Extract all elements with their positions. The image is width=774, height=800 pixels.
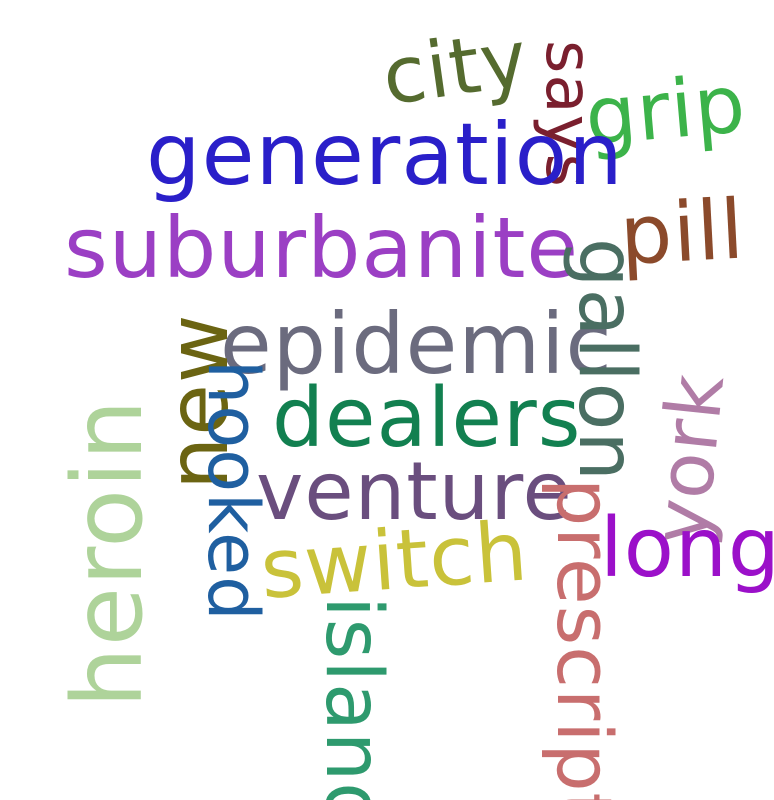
word-york: prescription [540, 478, 629, 800]
word-long: long [600, 501, 774, 596]
word-heroin: heroin [52, 398, 164, 708]
word-city: city [377, 13, 534, 124]
word-epidemic: epidemic [220, 295, 613, 393]
word-prescription: hooked [192, 360, 274, 622]
word-hooked: island [308, 596, 398, 800]
word-suburbanite: suburbanite [64, 199, 580, 297]
word-generation: generation [146, 105, 624, 205]
word-dealers: dealers [272, 371, 582, 466]
word-venture: venture [256, 445, 573, 538]
